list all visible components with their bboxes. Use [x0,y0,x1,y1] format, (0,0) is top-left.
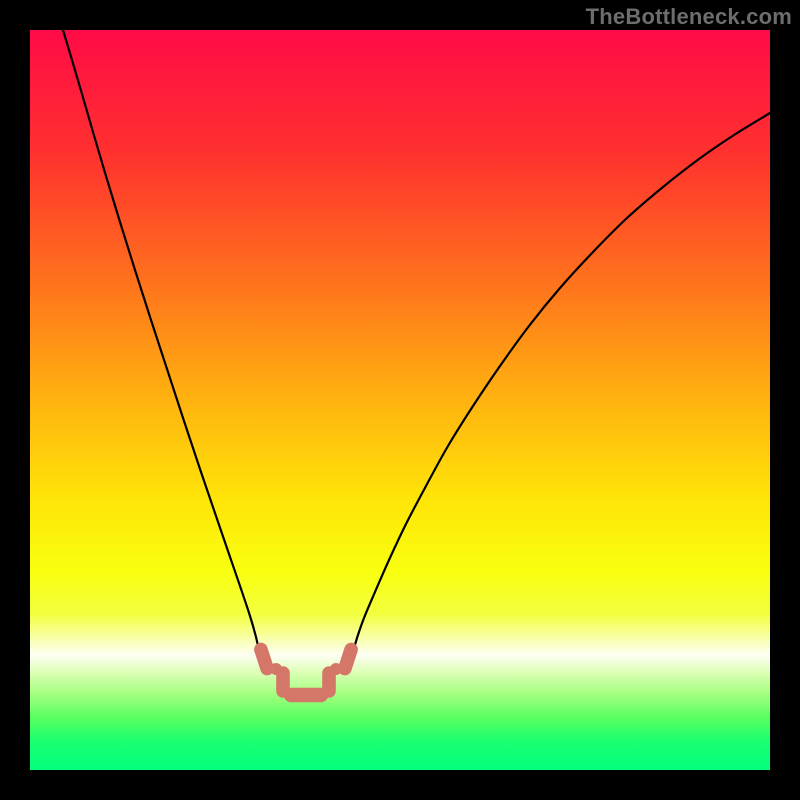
curve-marker [345,649,351,668]
gradient-background [30,30,770,770]
curve-marker [261,649,267,668]
figure-canvas: TheBottleneck.com [0,0,800,800]
watermark-text: TheBottleneck.com [586,4,792,30]
plot-svg [0,0,800,800]
